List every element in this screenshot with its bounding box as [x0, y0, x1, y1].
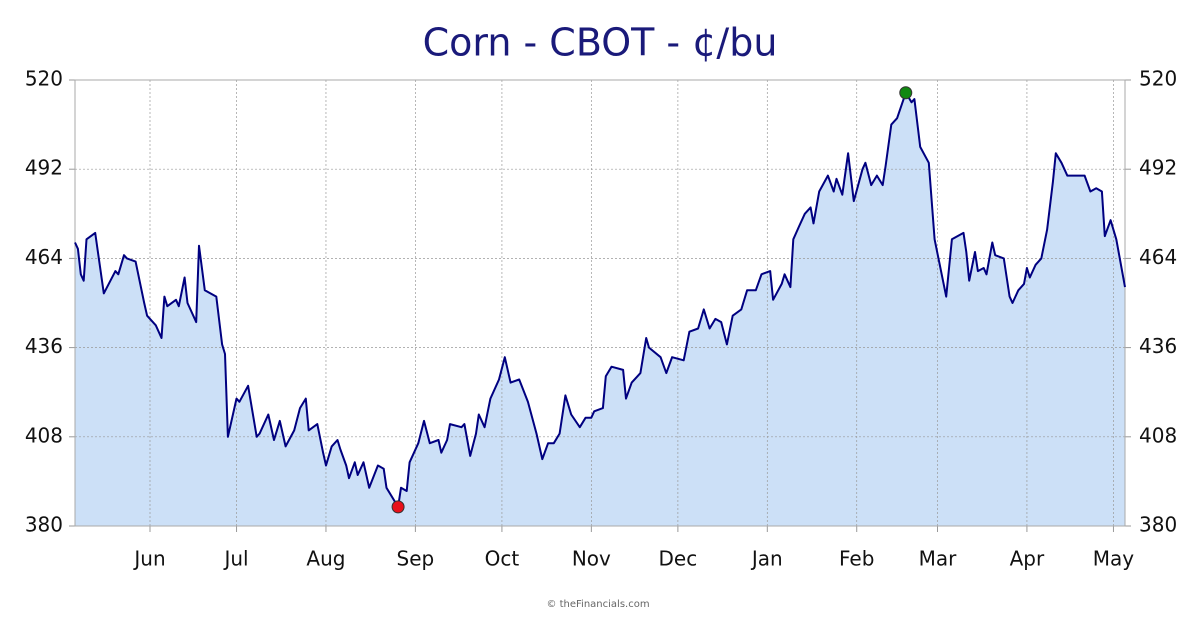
x-tick-label: Dec — [659, 547, 698, 571]
plot-frame — [74, 79, 1126, 527]
y2-tick-label: 380 — [1139, 513, 1177, 537]
extreme-marker — [899, 86, 913, 100]
y-tick-label: 408 — [25, 423, 63, 447]
y2-tick-label: 520 — [1139, 67, 1177, 91]
x-tick-label: Jun — [132, 547, 165, 571]
y-tick-label: 436 — [25, 334, 63, 358]
y2-tick-label: 464 — [1139, 245, 1177, 269]
x-tick-label: Mar — [919, 547, 958, 571]
x-tick-label: May — [1093, 547, 1135, 571]
y2-tick-label: 408 — [1139, 423, 1177, 447]
y-tick-label: 492 — [25, 156, 63, 180]
x-tick-label: Jul — [222, 547, 248, 571]
x-tick-label: Apr — [1010, 547, 1045, 571]
area — [75, 92, 1125, 526]
y-tick-label: 520 — [25, 67, 63, 91]
y2-tick-label: 492 — [1139, 156, 1177, 180]
x-tick-label: Nov — [572, 547, 611, 571]
x-tick-label: Sep — [397, 547, 435, 571]
x-tick-label: Feb — [839, 547, 874, 571]
chart-title: Corn - CBOT - ¢/bu — [423, 21, 778, 65]
x-tick-label: Jan — [750, 547, 783, 571]
footer: © theFinancials.com — [546, 599, 649, 610]
x-tick-label: Oct — [485, 547, 520, 571]
y-tick-label: 380 — [25, 513, 63, 537]
line — [74, 91, 1126, 508]
y2-tick-label: 436 — [1139, 334, 1177, 358]
y-tick-label: 464 — [25, 245, 63, 269]
x-tick-label: Aug — [306, 547, 345, 571]
extreme-marker — [391, 500, 405, 514]
